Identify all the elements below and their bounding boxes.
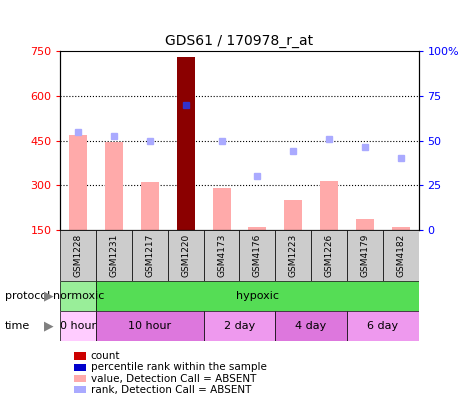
Bar bbox=[204, 311, 275, 341]
Bar bbox=[239, 230, 275, 281]
Bar bbox=[60, 281, 96, 311]
Bar bbox=[213, 188, 231, 230]
Bar bbox=[248, 227, 266, 230]
Bar bbox=[356, 219, 374, 230]
Text: normoxic: normoxic bbox=[53, 291, 104, 301]
Text: GSM1226: GSM1226 bbox=[325, 234, 333, 277]
Text: percentile rank within the sample: percentile rank within the sample bbox=[91, 362, 266, 373]
Bar bbox=[105, 142, 123, 230]
Text: GSM4173: GSM4173 bbox=[217, 234, 226, 277]
Text: GSM4176: GSM4176 bbox=[253, 234, 262, 277]
Text: hypoxic: hypoxic bbox=[236, 291, 279, 301]
Bar bbox=[132, 230, 168, 281]
Bar bbox=[60, 311, 96, 341]
Text: ▶: ▶ bbox=[44, 289, 53, 303]
Bar bbox=[284, 200, 302, 230]
Bar bbox=[69, 135, 87, 230]
Text: GSM4182: GSM4182 bbox=[396, 234, 405, 277]
Text: count: count bbox=[91, 351, 120, 362]
Text: GSM1228: GSM1228 bbox=[74, 234, 83, 277]
Bar bbox=[320, 181, 338, 230]
Bar bbox=[392, 227, 410, 230]
Title: GDS61 / 170978_r_at: GDS61 / 170978_r_at bbox=[166, 34, 313, 48]
Text: GSM1220: GSM1220 bbox=[181, 234, 190, 277]
Text: 10 hour: 10 hour bbox=[128, 321, 172, 331]
Text: ▶: ▶ bbox=[44, 319, 53, 332]
Bar bbox=[275, 311, 347, 341]
Bar bbox=[204, 230, 239, 281]
Text: 2 day: 2 day bbox=[224, 321, 255, 331]
Text: GSM1217: GSM1217 bbox=[146, 234, 154, 277]
Bar bbox=[60, 230, 96, 281]
Bar bbox=[96, 311, 204, 341]
Bar bbox=[177, 57, 195, 230]
Text: GSM1231: GSM1231 bbox=[110, 234, 119, 277]
Text: protocol: protocol bbox=[5, 291, 50, 301]
Bar bbox=[141, 182, 159, 230]
Text: 4 day: 4 day bbox=[295, 321, 327, 331]
Bar bbox=[311, 230, 347, 281]
Bar bbox=[168, 230, 204, 281]
Text: 0 hour: 0 hour bbox=[60, 321, 96, 331]
Bar bbox=[347, 230, 383, 281]
Bar bbox=[96, 230, 132, 281]
Text: GSM4179: GSM4179 bbox=[360, 234, 369, 277]
Bar bbox=[275, 230, 311, 281]
Text: rank, Detection Call = ABSENT: rank, Detection Call = ABSENT bbox=[91, 385, 251, 395]
Text: time: time bbox=[5, 321, 30, 331]
Bar bbox=[347, 311, 418, 341]
Text: value, Detection Call = ABSENT: value, Detection Call = ABSENT bbox=[91, 373, 256, 384]
Bar bbox=[383, 230, 418, 281]
Text: 6 day: 6 day bbox=[367, 321, 398, 331]
Text: GSM1223: GSM1223 bbox=[289, 234, 298, 277]
